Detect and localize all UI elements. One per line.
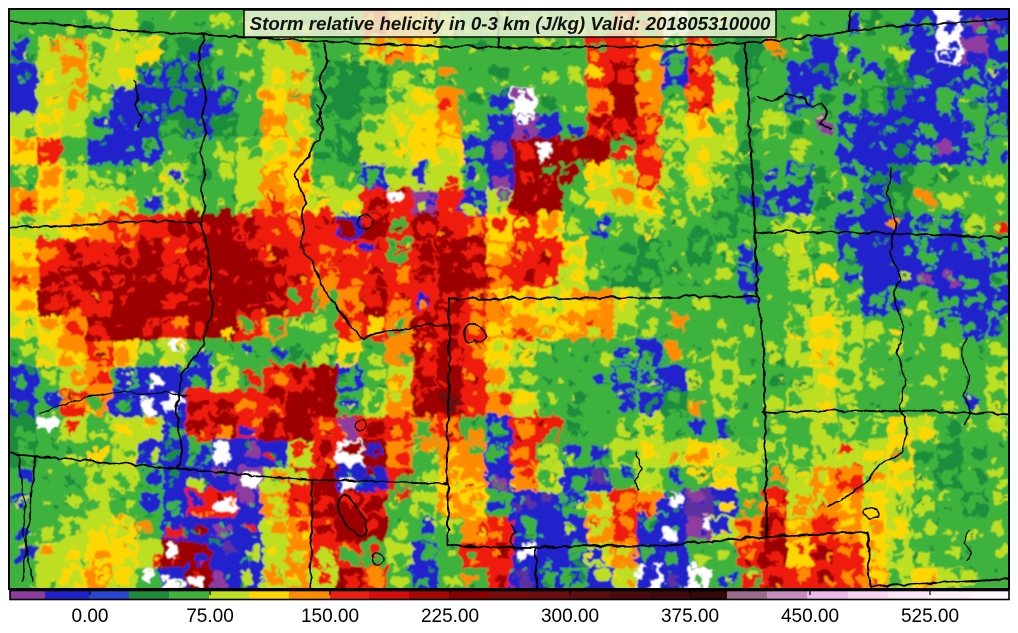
svg-text:Storm relative helicity in 0-3: Storm relative helicity in 0-3 km (J/kg)… — [250, 13, 771, 34]
svg-text:225.00: 225.00 — [421, 606, 479, 627]
svg-text:300.00: 300.00 — [541, 606, 599, 627]
svg-text:75.00: 75.00 — [186, 606, 234, 627]
svg-text:0.00: 0.00 — [72, 606, 109, 627]
svg-text:450.00: 450.00 — [781, 606, 839, 627]
svg-text:150.00: 150.00 — [301, 606, 359, 627]
svg-text:375.00: 375.00 — [661, 606, 719, 627]
svg-text:525.00: 525.00 — [901, 606, 959, 627]
